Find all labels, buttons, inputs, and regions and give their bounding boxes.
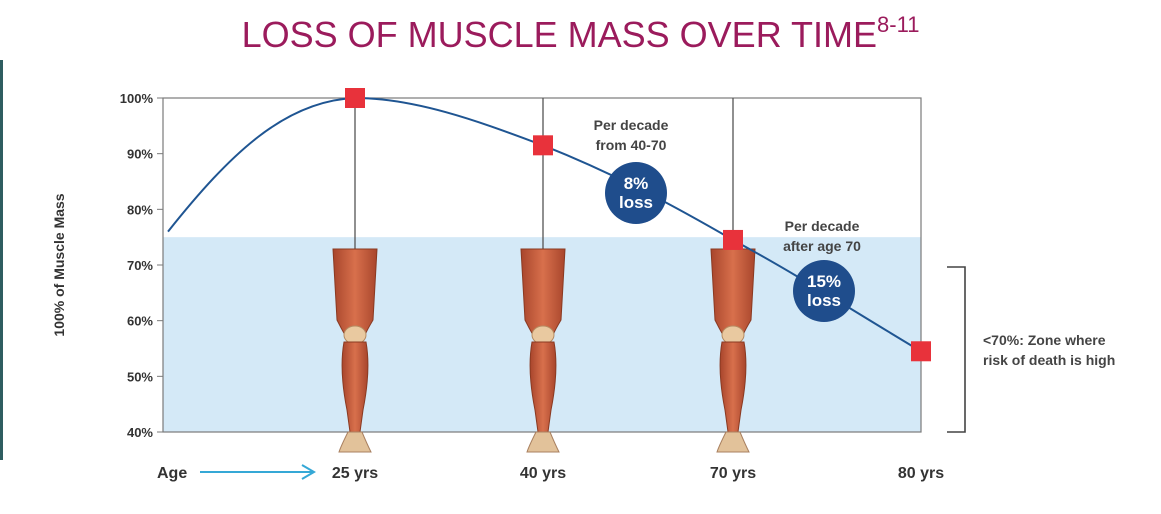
leg-illustration [710,248,756,453]
bubble-15-percent-label: loss [807,291,841,310]
data-point-marker [723,229,743,250]
age-vertical-lines [354,98,734,250]
chart-title: LOSS OF MUSCLE MASS OVER TIME8-11 [0,12,1161,56]
y-tick-label: 40% [127,425,153,440]
y-tick-label: 100% [120,91,154,106]
chart-title-text: LOSS OF MUSCLE MASS OVER TIME [241,14,878,55]
leg-illustrations [332,248,756,453]
y-tick-label: 80% [127,202,153,217]
bubble-8-percent-value: 8% [624,174,649,193]
x-tick-label: 70 yrs [710,465,756,482]
data-point-marker [533,135,553,156]
x-tick-label: 40 yrs [520,465,566,482]
data-markers [345,88,931,362]
bubble-8-percent: 8% loss [605,162,667,224]
annotation-per-decade-2: Per decade [785,218,860,234]
annotation-after-age-70: after age 70 [783,238,861,254]
bubble-8-percent-label: loss [619,193,653,212]
leg-illustration [332,248,378,453]
x-tick-label: 25 yrs [332,465,378,482]
bubble-15-percent-value: 15% [807,272,841,291]
annotation-from-40-70: from 40-70 [596,137,667,153]
age-arrow [200,464,316,480]
zone-label-line2: risk of death is high [983,352,1115,368]
zone-bracket [947,266,966,433]
x-axis-tick-labels: 25 yrs 40 yrs 70 yrs 80 yrs [332,465,944,482]
zone-label-line1: <70%: Zone where [983,332,1106,348]
y-tick-label: 90% [127,147,153,162]
chart-title-superscript: 8-11 [877,12,920,37]
annotation-per-decade-1: Per decade [594,117,669,133]
x-tick-label: 80 yrs [898,465,944,482]
data-point-marker [911,341,931,362]
y-tick-label: 70% [127,258,153,273]
y-axis-label: 100% of Muscle Mass [51,193,67,336]
y-tick-label: 50% [127,369,153,384]
bubble-15-percent: 15% loss [793,260,855,322]
x-axis-start-label: Age [157,465,187,482]
left-edge-bar [0,60,3,460]
leg-illustration [520,248,566,453]
y-axis-ticks: 100% 90% 80% 70% 60% 50% 40% [120,91,163,440]
y-tick-label: 60% [127,314,153,329]
data-point-marker [345,88,365,108]
